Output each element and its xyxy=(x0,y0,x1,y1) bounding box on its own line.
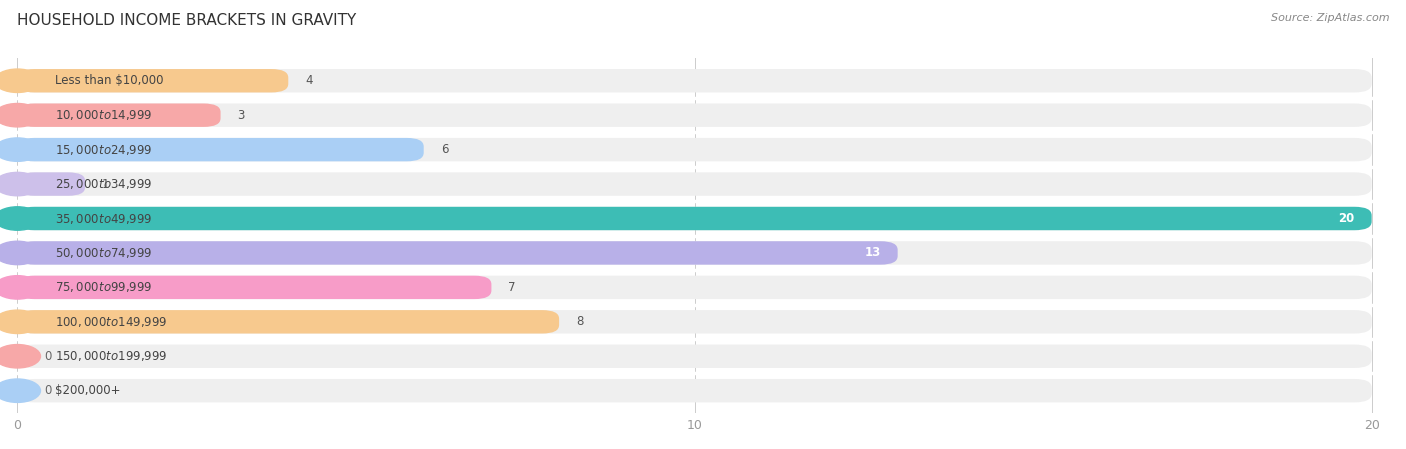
Text: $200,000+: $200,000+ xyxy=(55,384,120,397)
FancyBboxPatch shape xyxy=(17,69,288,92)
Circle shape xyxy=(0,138,41,161)
Text: $15,000 to $24,999: $15,000 to $24,999 xyxy=(55,143,152,157)
FancyBboxPatch shape xyxy=(17,241,897,264)
Text: HOUSEHOLD INCOME BRACKETS IN GRAVITY: HOUSEHOLD INCOME BRACKETS IN GRAVITY xyxy=(17,13,356,28)
Circle shape xyxy=(0,172,41,196)
FancyBboxPatch shape xyxy=(17,172,1372,196)
Text: Less than $10,000: Less than $10,000 xyxy=(55,74,163,87)
Text: 8: 8 xyxy=(576,315,583,328)
FancyBboxPatch shape xyxy=(17,344,1372,368)
Text: 0: 0 xyxy=(45,384,52,397)
FancyBboxPatch shape xyxy=(17,138,1372,161)
Circle shape xyxy=(0,344,41,368)
Text: 6: 6 xyxy=(440,143,449,156)
FancyBboxPatch shape xyxy=(17,241,1372,264)
FancyBboxPatch shape xyxy=(17,310,560,334)
Text: 3: 3 xyxy=(238,109,245,122)
Text: 13: 13 xyxy=(865,247,880,260)
FancyBboxPatch shape xyxy=(17,207,1372,230)
Circle shape xyxy=(0,69,41,92)
Circle shape xyxy=(0,103,41,127)
FancyBboxPatch shape xyxy=(17,379,1372,402)
FancyBboxPatch shape xyxy=(17,103,1372,127)
Text: 1: 1 xyxy=(103,177,110,190)
FancyBboxPatch shape xyxy=(17,172,86,196)
Circle shape xyxy=(0,241,41,264)
FancyBboxPatch shape xyxy=(17,138,423,161)
Text: $50,000 to $74,999: $50,000 to $74,999 xyxy=(55,246,152,260)
Text: $75,000 to $99,999: $75,000 to $99,999 xyxy=(55,280,152,295)
Text: 0: 0 xyxy=(45,350,52,363)
Text: 20: 20 xyxy=(1339,212,1355,225)
Text: $25,000 to $34,999: $25,000 to $34,999 xyxy=(55,177,152,191)
Text: Source: ZipAtlas.com: Source: ZipAtlas.com xyxy=(1271,13,1389,23)
Circle shape xyxy=(0,207,41,230)
Circle shape xyxy=(0,276,41,299)
FancyBboxPatch shape xyxy=(17,103,221,127)
Text: 4: 4 xyxy=(305,74,312,87)
FancyBboxPatch shape xyxy=(17,69,1372,92)
FancyBboxPatch shape xyxy=(17,207,1372,230)
Circle shape xyxy=(0,379,41,402)
FancyBboxPatch shape xyxy=(17,276,492,299)
Text: $10,000 to $14,999: $10,000 to $14,999 xyxy=(55,108,152,122)
Text: $35,000 to $49,999: $35,000 to $49,999 xyxy=(55,211,152,225)
Text: $150,000 to $199,999: $150,000 to $199,999 xyxy=(55,349,167,363)
Circle shape xyxy=(0,310,41,334)
FancyBboxPatch shape xyxy=(17,310,1372,334)
Text: $100,000 to $149,999: $100,000 to $149,999 xyxy=(55,315,167,329)
FancyBboxPatch shape xyxy=(17,276,1372,299)
Text: 7: 7 xyxy=(509,281,516,294)
